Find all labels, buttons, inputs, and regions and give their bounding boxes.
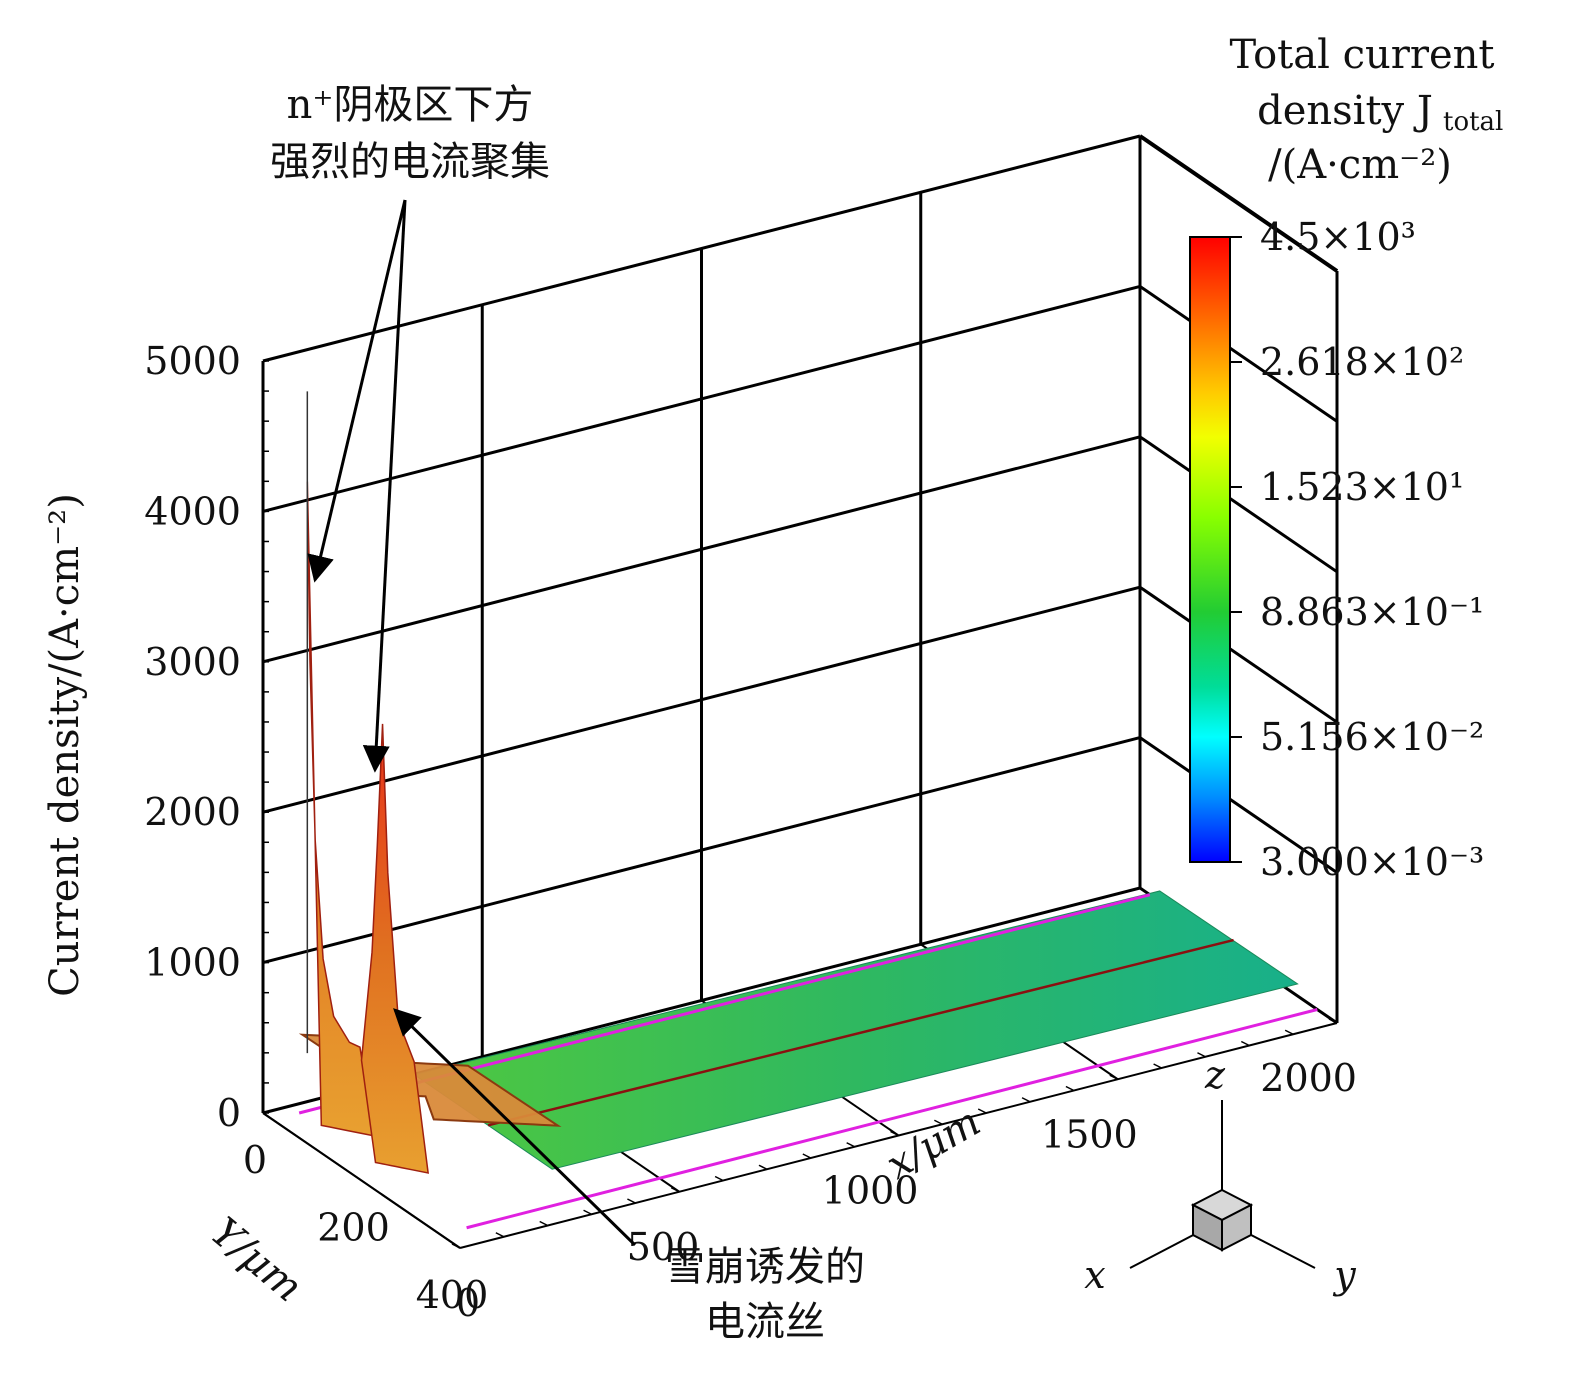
z-tick-label: 0 [217,1091,241,1135]
top-edge [1138,134,1339,273]
colorbar: Total current density J total /(A·cm⁻²) … [1189,32,1503,884]
magenta-boundary-line [466,1008,1318,1230]
current-spike-2 [360,723,429,1174]
colorbar-tick-label: 5.156×10⁻² [1260,715,1484,759]
z-tick-label: 4000 [144,489,241,533]
x-axis-label: x/μm [879,1099,989,1189]
orientation-triad: z x y [1084,1053,1356,1297]
back-wall-horizontal-gridline [262,284,1141,513]
colorbar-gradient [1189,236,1231,863]
z-tick-label: 1000 [144,941,241,985]
x-minor-tick [1197,1052,1206,1058]
side-wall-horizontal-gridline [1139,585,1338,724]
x-minor-tick [934,1119,943,1125]
x-minor-tick [627,1198,636,1204]
back-wall-horizontal-gridline [262,435,1141,664]
annotation-cathode-line1: n⁺阴极区下方 [287,82,534,128]
x-tick-label: 500 [627,1225,700,1269]
back-wall-horizontal-gridline [262,736,1141,965]
x-minor-tick [539,1220,549,1227]
y-axis-ticks: 0 200 400 [243,1138,488,1317]
annotation-arrow-3 [393,1008,637,1247]
annotation-filament-line2: 电流丝 [705,1299,825,1345]
y-axis-label: Y/μm [202,1209,311,1311]
x-minor-tick [890,1130,899,1137]
back-wall-horizontal-gridline [262,585,1141,814]
x-tick-label: 1500 [1041,1112,1138,1156]
annotation-cathode-line2: 强烈的电流聚集 [270,139,550,185]
x-axis-ticks: 0 500 1000 1500 2000 [456,1056,1357,1325]
x-minor-tick [583,1209,592,1215]
triad-cube-right [1221,1203,1252,1252]
annotation-filament-line1: 雪崩诱发的 [665,1244,865,1290]
triad-label-x: x [1084,1253,1105,1297]
colorbar-tick-label: 8.863×10⁻¹ [1260,590,1484,634]
triad-label-y: y [1332,1253,1356,1297]
colorbar-tick-label: 2.618×10² [1260,340,1464,384]
x-minor-tick [977,1108,987,1114]
y-tick-label: 400 [416,1273,489,1317]
z-tick-label: 5000 [144,339,241,383]
x-minor-tick [1153,1063,1162,1069]
x-minor-tick [1328,1018,1338,1024]
colorbar-title-line1: Total current [1230,32,1495,78]
x-tick-label: 0 [456,1281,480,1325]
colorbar-ticks: 4.5×10³ 2.618×10² 1.523×10¹ 8.863×10⁻¹ 5.156… [1230,215,1484,884]
z-tick-label: 2000 [144,790,241,834]
floor-left-edge [262,1112,461,1249]
side-wall-horizontal-gridline [1139,435,1338,574]
current-sheet [413,890,1299,1170]
x-minor-tick [495,1232,505,1238]
x-minor-tick [451,1243,461,1249]
annotation-arrow-1 [307,199,407,583]
x-minor-tick [1021,1097,1031,1103]
colorbar-tick-label: 4.5×10³ [1260,215,1416,259]
side-wall-horizontal-gridline [1139,736,1338,874]
annotation-arrow-2 [362,199,407,773]
x-minor-tick [846,1142,855,1148]
side-wall-horizontal-gridline [1139,285,1338,423]
x-tick-label: 1000 [822,1169,919,1213]
y-tick-label: 0 [243,1138,267,1182]
x-minor-tick [714,1175,724,1182]
x-tick-label: 2000 [1260,1056,1357,1100]
x-minor-tick [670,1187,680,1193]
triad-label-z: z [1204,1053,1226,1097]
colorbar-title-line3: /(A·cm⁻²) [1268,142,1452,188]
z-tick-label: 3000 [144,640,241,684]
colorbar-tick-label: 1.523×10¹ [1260,465,1464,509]
z-axis-ticks: 0 1000 2000 3000 4000 5000 [144,339,241,1135]
z-axis-label: Current density/(A·cm⁻²) [42,493,88,997]
filament-ridge-line [487,938,1234,1127]
current-density-surface [298,391,1318,1230]
x-minor-tick [802,1153,812,1159]
x-minor-tick [1284,1029,1294,1035]
colorbar-title-subscript: total [1443,107,1503,137]
back-wall-horizontal-gridline [262,134,1141,363]
x-minor-tick [758,1164,768,1170]
x-minor-tick [1109,1074,1119,1080]
colorbar-title-line2: density J [1257,88,1433,134]
x-minor-tick [1240,1040,1250,1047]
colorbar-tick-label: 3.000×10⁻³ [1260,840,1484,884]
y-tick-label: 200 [317,1206,390,1250]
x-minor-tick [1065,1085,1075,1092]
